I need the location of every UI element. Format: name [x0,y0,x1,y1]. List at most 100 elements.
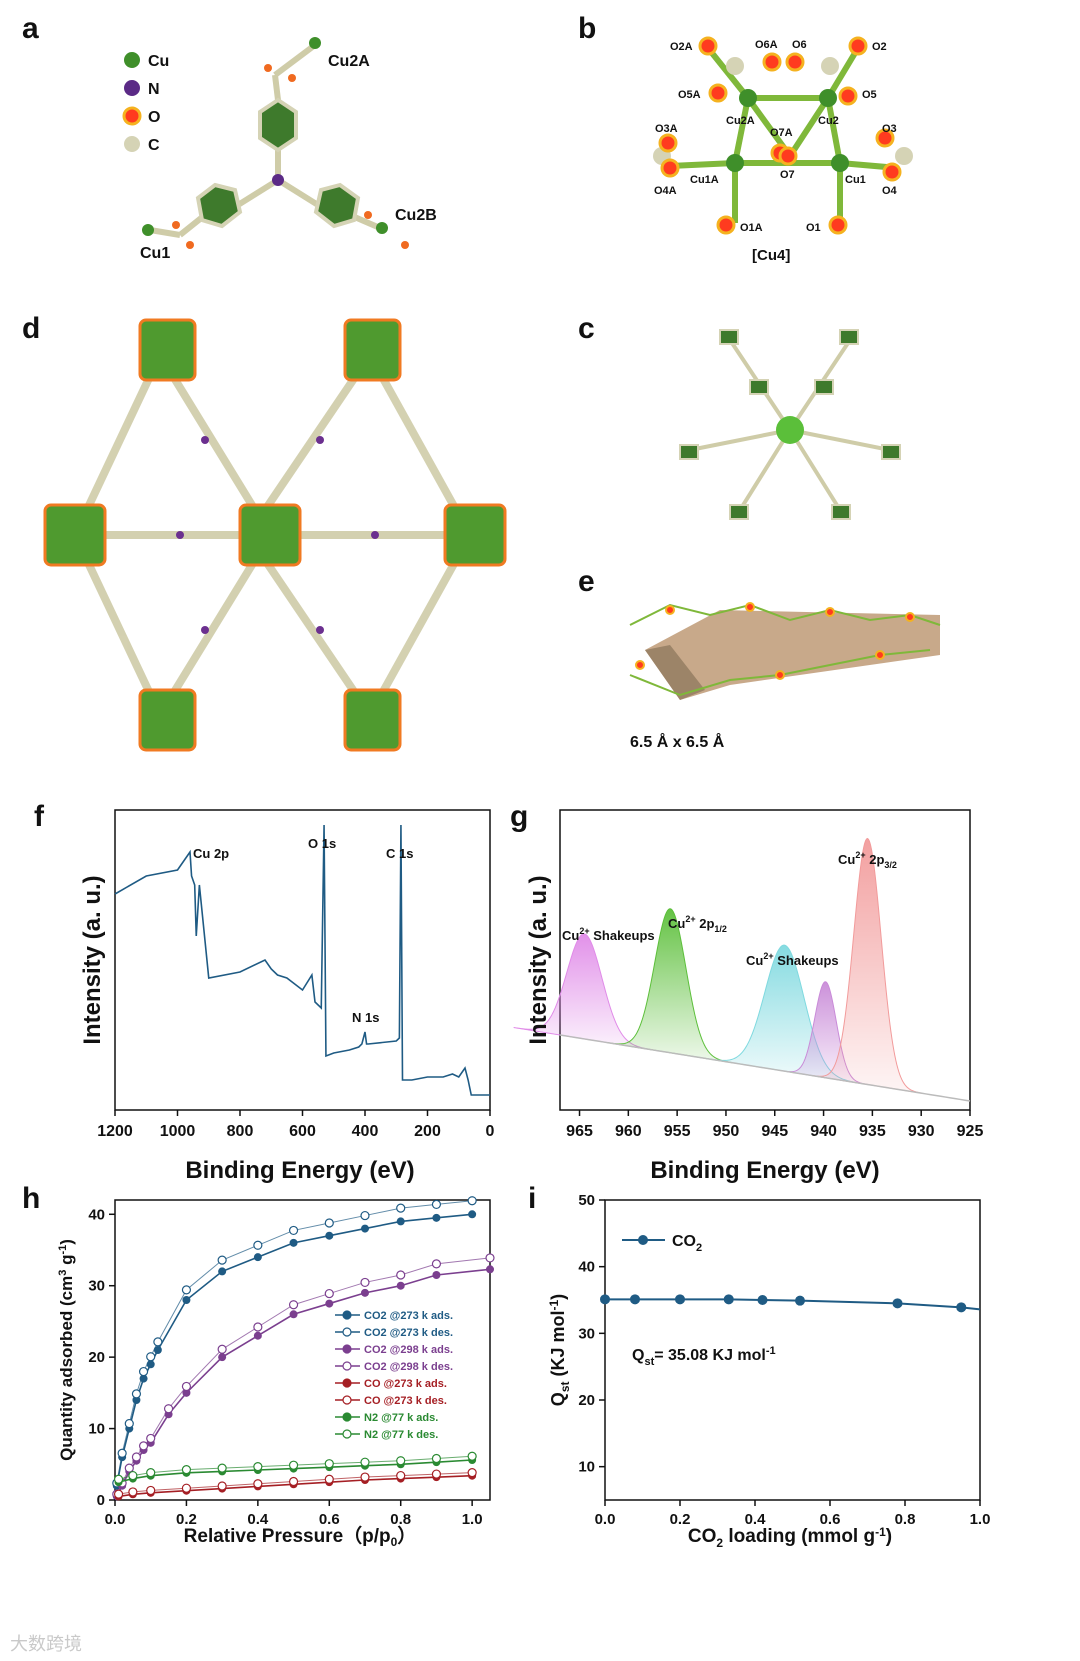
h-point-des [360,1457,370,1467]
h-point [396,1217,405,1226]
h-point-des [128,1470,138,1481]
h-legend-marker [342,1429,352,1439]
h-xtick-label: 0.6 [319,1511,340,1528]
b-label-o2: O2 [872,41,887,53]
h-ytick-label: 0 [97,1492,105,1509]
h-point-des [396,1456,406,1466]
i-point [892,1298,903,1309]
h-point-des [288,1476,299,1487]
i-xtick-label: 0.4 [745,1511,767,1528]
h-xlabel: Relative Pressure（p/p0） [184,1524,417,1549]
h-series-line-0 [115,1213,473,1486]
i-point [795,1295,805,1306]
legend-c: C [148,137,160,154]
g-xtick-label: 930 [908,1123,935,1140]
h-legend-marker [342,1344,352,1354]
h-point-des [131,1452,142,1462]
i-ytick-label: 30 [578,1325,595,1342]
g-xtick-label: 960 [615,1123,642,1140]
h-point-des [217,1481,227,1491]
b-label-o6: O6 [792,39,807,51]
h-legend-marker [342,1378,352,1388]
h-legend-marker [342,1361,352,1371]
atom-label-cu1: Cu1 [140,245,170,262]
g-label-shakeup-2: Cu2+ Shakeups [746,951,839,968]
h-point [432,1213,441,1222]
h-point-des [138,1441,149,1451]
h-point [132,1396,141,1404]
f-ylabel: Intensity (a. u.) [79,875,106,1044]
i-ylabel: Qst (KJ mol-1) [547,1294,572,1406]
h-point [361,1224,369,1233]
i-point [630,1294,640,1305]
h-point [468,1210,477,1219]
g-xlabel: Binding Energy (eV) [650,1157,879,1184]
g-xtick-label: 925 [957,1123,984,1140]
h-ytick-label: 30 [88,1278,105,1295]
panel-label-b: b [578,12,597,45]
h-legend-label: CO @273 k ads. [364,1378,447,1390]
i-annotation: Qst= 35.08 KJ mol-1 [632,1345,776,1368]
h-series-des-line-0 [116,1200,473,1484]
h-point-des [181,1483,192,1493]
h-point-des [217,1463,227,1473]
h-point-des [324,1288,334,1299]
g-xtick-label: 940 [810,1123,837,1140]
h-point-des [360,1472,370,1482]
h-point [218,1267,227,1276]
panel-label-e: e [578,565,595,598]
i-point [757,1295,768,1305]
i-xtick-label: 0.0 [595,1511,616,1528]
b-label-o2a: O2A [670,41,693,53]
b-label-o1: O1 [806,222,821,234]
b-label-o7a: O7A [770,127,793,139]
i-plot-frame [604,1199,981,1501]
h-point-des [467,1468,477,1478]
h-point-des [396,1203,406,1213]
h-legend-marker [342,1327,352,1337]
h-xtick-label: 0.8 [390,1511,411,1528]
h-point-des [181,1465,192,1475]
i-xtick-label: 0.6 [820,1511,841,1528]
atom-label-cu2a: Cu2A [328,53,370,70]
h-point [253,1331,262,1340]
panel-a-ligand-structure: Cu N O C Cu2A Cu1 Cu2B [122,37,437,262]
b-label-o4: O4 [882,185,898,197]
g-xtick-label: 955 [664,1123,691,1140]
h-point-des [253,1462,263,1472]
b-label-o5: O5 [862,89,877,101]
i-ytick-label: 40 [578,1259,595,1276]
h-ytick-label: 10 [88,1421,105,1438]
panel-label-d: d [22,312,41,345]
h-point-des [324,1459,334,1469]
b-label-cu1a: Cu1A [690,174,719,186]
h-point-des [181,1285,192,1295]
f-xtick-label: 400 [352,1123,379,1140]
b-label-cu2a: Cu2A [726,115,755,127]
b-caption: [Cu4] [752,247,790,264]
h-point-des [138,1366,149,1377]
panel-e-channel: 6.5 Å x 6.5 Å [629,602,941,751]
h-point [146,1360,155,1369]
h-point [486,1265,494,1274]
legend-n: N [148,81,160,98]
g-label-shakeup-1: Cu2+ Shakeups [562,926,655,943]
f-xtick-label: 1000 [160,1123,196,1140]
h-xtick-label: 0.0 [105,1511,126,1528]
h-point-des [146,1485,156,1496]
legend-o: O [148,109,160,126]
h-point-des [153,1337,163,1347]
h-series-des-line-1 [116,1257,491,1495]
i-series-line [605,1298,981,1311]
h-point-des [396,1470,406,1481]
h-point-des [181,1381,192,1392]
h-point-des [431,1453,442,1464]
h-legend-marker [342,1412,352,1422]
h-ylabel: Quantity adsorbed (cm3 g-1) [57,1239,76,1461]
h-point [139,1374,148,1383]
h-point-des [467,1196,477,1206]
h-point-des [128,1487,138,1497]
h-point [182,1296,191,1304]
panel-label-f: f [34,800,44,833]
i-xtick-label: 0.2 [670,1511,691,1528]
